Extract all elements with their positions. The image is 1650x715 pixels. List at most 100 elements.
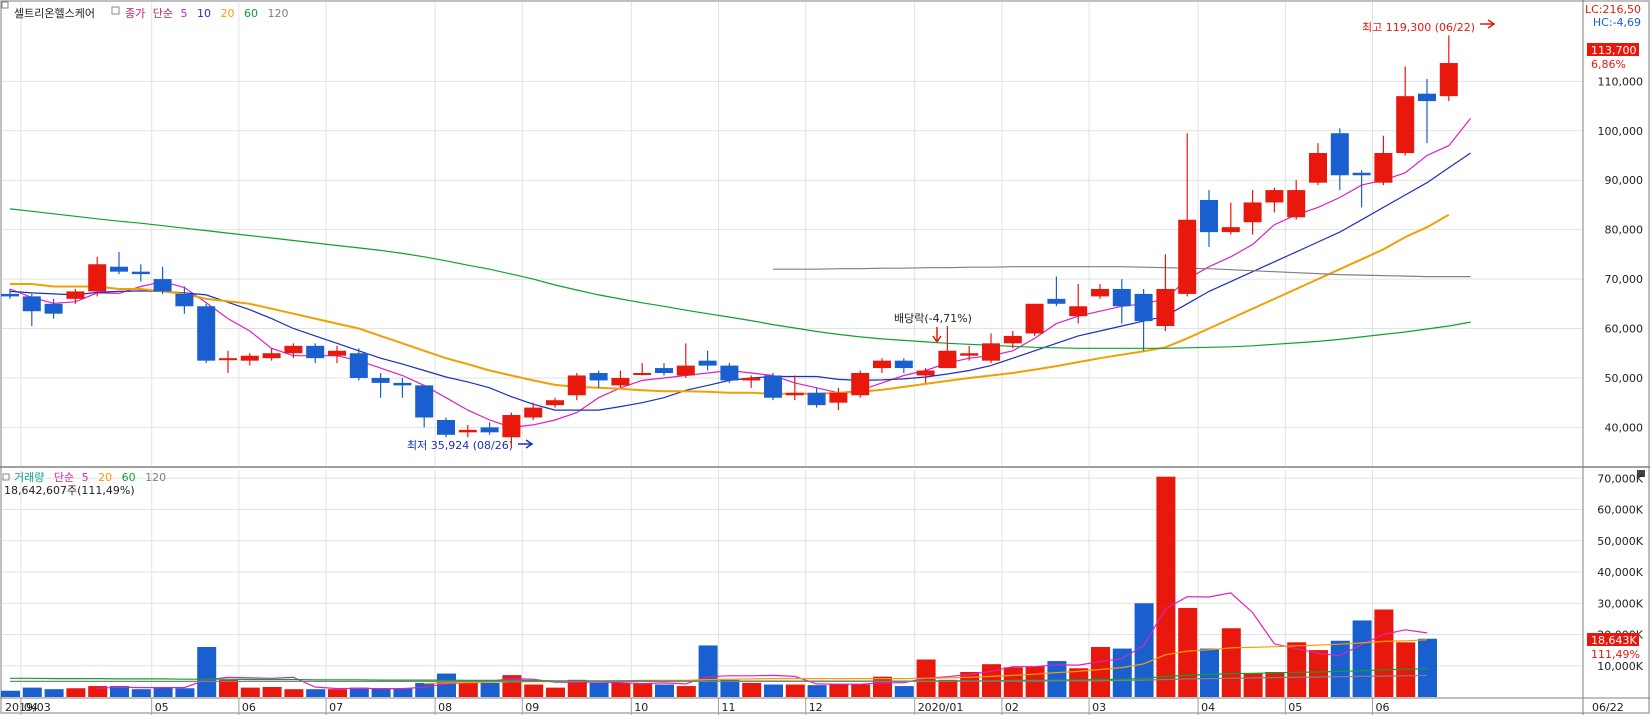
volume-bar: [1374, 609, 1394, 697]
volume-bar: [720, 679, 740, 697]
candle-body: [480, 427, 499, 433]
candle-body: [655, 368, 673, 374]
candle-body: [1069, 306, 1088, 317]
volume-bar: [262, 687, 282, 697]
candle-body: [720, 365, 739, 381]
candle-body: [1221, 227, 1240, 233]
volume-bar: [1309, 650, 1328, 697]
price-tick-label: 110,000: [1598, 75, 1644, 88]
candle-body: [807, 392, 826, 406]
volume-grid: [2, 470, 1583, 697]
stock-name[interactable]: 셀트리온헬스케어: [14, 7, 95, 20]
price-tick-label: 80,000: [1605, 224, 1644, 237]
volume-bar: [175, 688, 195, 697]
volume-bar: [458, 682, 478, 697]
time-tick-label: 04: [24, 701, 38, 714]
time-tick-label: 05: [155, 701, 169, 714]
price-legend-period-60: 60: [244, 7, 258, 20]
price-pane-toggle-icon[interactable]: [1, 1, 9, 9]
time-tick-label: 11: [722, 701, 736, 714]
price-moving-averages: [9, 118, 1472, 429]
price-tick-label: 60,000: [1605, 323, 1644, 336]
candle-body: [153, 279, 172, 292]
dividend-arrow-icon: [932, 327, 942, 344]
candle-body: [1112, 288, 1131, 307]
volume-bar: [328, 689, 347, 697]
volume-bar: [1112, 648, 1132, 697]
volume-readout: 18,642,607주(111,49%): [4, 484, 135, 497]
volume-bar: [1091, 647, 1110, 697]
candle-body: [44, 303, 63, 314]
volume-bar: [851, 684, 871, 697]
volume-bar: [1003, 667, 1023, 697]
candle-body: [1178, 219, 1197, 294]
price-legend[interactable]: 종가 단순 5 10 20 60 120: [125, 7, 289, 20]
volume-bar: [131, 689, 151, 697]
volume-bar: [22, 687, 42, 697]
volume-bar: [1352, 620, 1372, 697]
price-legend-toggle-icon[interactable]: [111, 6, 120, 15]
low-annotation: 최저 35,924 (08/26): [407, 439, 513, 452]
candle-body: [589, 373, 608, 381]
volume-bar: [240, 687, 260, 697]
volume-bar: [742, 682, 762, 697]
candle-body: [873, 360, 891, 369]
candle-body: [916, 370, 935, 376]
volume-legend-toggle-icon[interactable]: [2, 473, 10, 481]
time-tick-label: 06: [242, 701, 256, 714]
current-price-label: 113,700: [1591, 44, 1637, 57]
volume-legend-period-20: 20: [98, 471, 112, 484]
candles: [1, 35, 1458, 448]
volume-tick-label: 40,000K: [1597, 566, 1643, 579]
candle-body: [1003, 335, 1022, 344]
candle-body: [764, 375, 782, 398]
volume-bar: [88, 686, 108, 697]
volume-tick-label: 70,000K: [1597, 472, 1643, 485]
time-tick-label: 06: [1376, 701, 1390, 714]
volume-bar: [1, 690, 20, 697]
price-tick-label: 70,000: [1605, 273, 1644, 286]
candle-body: [698, 360, 717, 366]
volume-bar: [437, 673, 456, 697]
candle-body: [22, 296, 41, 312]
volume-legend[interactable]: 거래량 단순 5 20 60 120: [14, 471, 166, 484]
candle-body: [328, 350, 346, 356]
candle-body: [1243, 202, 1262, 223]
volume-bar: [44, 689, 64, 697]
volume-bar: [807, 685, 827, 697]
candle-body: [938, 350, 957, 369]
volume-bar: [393, 688, 413, 697]
candle-body: [458, 429, 477, 433]
volume-moving-averages: [10, 592, 1428, 690]
time-tick-label: 10: [634, 701, 648, 714]
volume-bar: [764, 684, 783, 697]
volume-pane-close-icon[interactable]: [1637, 470, 1645, 477]
volume-tick-label: 10,000K: [1597, 660, 1643, 673]
volume-bar: [1418, 638, 1437, 697]
price-legend-period-20: 20: [221, 7, 235, 20]
volume-bar: [567, 679, 587, 697]
candle-body: [502, 415, 521, 438]
volume-legend-period-5: 5: [82, 471, 89, 484]
candle-body: [66, 291, 85, 299]
candle-body: [1309, 153, 1327, 183]
volume-bar: [546, 687, 565, 697]
candle-body: [611, 377, 630, 386]
price-tick-label: 100,000: [1598, 125, 1644, 138]
price-legend-period-120: 120: [268, 7, 289, 20]
candle-body: [524, 407, 543, 418]
volume-bar: [1156, 476, 1176, 697]
candle-body: [1374, 153, 1393, 183]
candle-body: [1330, 133, 1349, 176]
candle-body: [1396, 96, 1415, 154]
volume-bar: [938, 679, 958, 697]
time-tick-label: 09: [525, 701, 539, 714]
volume-bar: [415, 682, 435, 697]
volume-bar: [524, 684, 544, 697]
dividend-annotation: 배당락(-4,71%): [894, 312, 972, 325]
volume-bar: [698, 645, 718, 697]
candle-body: [437, 419, 455, 435]
candle-body: [1025, 303, 1044, 334]
candle-body: [1418, 93, 1436, 102]
